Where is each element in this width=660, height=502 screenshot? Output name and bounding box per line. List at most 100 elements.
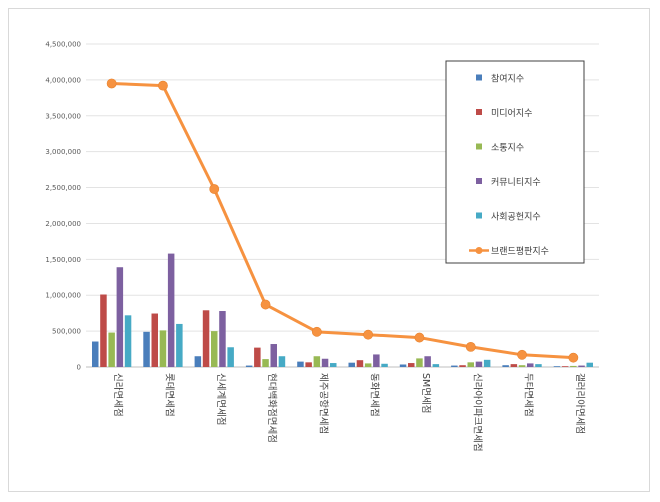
bar bbox=[561, 366, 569, 367]
bar bbox=[202, 310, 210, 367]
bar bbox=[432, 364, 440, 367]
line-point bbox=[311, 326, 322, 337]
line-point bbox=[568, 352, 579, 363]
line-point bbox=[465, 342, 476, 352]
bar bbox=[578, 365, 585, 367]
bar bbox=[227, 347, 234, 367]
x-category-label: 두타면세점 bbox=[523, 373, 535, 417]
chart-frame: 0 500,000 1,000,000 1,500,000 2,000,000 2,500… bbox=[8, 8, 650, 492]
x-axis-labels: 신라면세점 롯데면세점 신세계면세점 현대백화점면세점 제주공항면세점 동화면세점 SM면세… bbox=[112, 373, 586, 452]
bar bbox=[143, 331, 150, 367]
legend-label: 브랜드평판지수 bbox=[491, 246, 549, 257]
bar bbox=[100, 294, 107, 367]
legend-box bbox=[445, 60, 585, 264]
x-category-label: SM면세점 bbox=[420, 373, 432, 413]
bar bbox=[278, 356, 286, 367]
bar bbox=[219, 311, 226, 367]
bar bbox=[518, 365, 526, 367]
line-point bbox=[158, 80, 168, 91]
y-tick-label: 1,000,000 bbox=[45, 292, 81, 300]
bar bbox=[262, 359, 269, 367]
y-tick-label: 500,000 bbox=[52, 328, 81, 336]
y-tick-label: 3,500,000 bbox=[45, 112, 81, 120]
legend-label: 커뮤니티지수 bbox=[491, 177, 541, 188]
bar bbox=[356, 360, 364, 367]
bar bbox=[381, 363, 388, 367]
legend-label: 참여지수 bbox=[491, 73, 524, 85]
bar bbox=[194, 356, 202, 367]
bar bbox=[167, 253, 175, 367]
bar bbox=[502, 365, 509, 367]
x-category-label: 현대백화점면세점 bbox=[266, 373, 278, 443]
x-category-label: 신세계면세점 bbox=[215, 373, 227, 425]
y-axis-ticks: 0 500,000 1,000,000 1,500,000 2,000,000 2,500… bbox=[45, 41, 81, 372]
bar bbox=[586, 362, 593, 367]
bar bbox=[459, 365, 466, 367]
y-tick-label: 3,000,000 bbox=[45, 148, 81, 156]
bar bbox=[211, 331, 218, 367]
y-tick-label: 2,500,000 bbox=[45, 184, 81, 192]
bar bbox=[475, 361, 483, 367]
x-category-label: 제주공항면세점 bbox=[317, 373, 329, 434]
legend-swatch bbox=[476, 74, 482, 81]
bar bbox=[330, 363, 337, 367]
bar bbox=[151, 313, 158, 367]
bar bbox=[364, 363, 372, 367]
legend-swatch bbox=[476, 212, 482, 219]
bar bbox=[424, 356, 431, 367]
bar bbox=[570, 365, 577, 367]
bar bbox=[373, 354, 380, 367]
bar bbox=[408, 363, 415, 367]
bar bbox=[305, 362, 312, 367]
bar bbox=[313, 356, 321, 367]
bar bbox=[124, 315, 132, 367]
line-point bbox=[209, 184, 220, 194]
legend-label: 사회공헌지수 bbox=[491, 212, 541, 223]
bar bbox=[245, 365, 253, 367]
bar bbox=[116, 267, 124, 367]
bar bbox=[535, 364, 542, 367]
bar bbox=[527, 363, 534, 367]
bar bbox=[92, 341, 99, 367]
legend-label: 미디어지수 bbox=[491, 108, 532, 119]
bar bbox=[510, 364, 518, 367]
bar bbox=[451, 365, 458, 367]
bar bbox=[254, 347, 261, 367]
legend-swatch bbox=[476, 178, 482, 184]
line-point bbox=[414, 332, 425, 343]
y-tick-label: 0 bbox=[77, 364, 81, 372]
line-series bbox=[106, 78, 579, 363]
bar bbox=[159, 330, 167, 367]
legend-swatch bbox=[476, 109, 482, 115]
line-series-path bbox=[111, 81, 574, 360]
x-category-label: 신라아이파크면세점 bbox=[471, 373, 483, 452]
bar bbox=[553, 366, 561, 367]
bar bbox=[399, 364, 407, 367]
chart-svg: 0 500,000 1,000,000 1,500,000 2,000,000 2,500… bbox=[45, 41, 599, 452]
legend-swatch bbox=[476, 143, 482, 150]
bar bbox=[297, 361, 304, 367]
y-tick-label: 1,500,000 bbox=[45, 256, 81, 264]
bars bbox=[92, 253, 593, 367]
bar bbox=[348, 362, 355, 367]
bar bbox=[270, 344, 277, 367]
legend-marker bbox=[475, 247, 483, 254]
bar bbox=[483, 359, 491, 367]
bar bbox=[416, 358, 423, 367]
x-category-label: 롯데면세점 bbox=[163, 373, 175, 417]
y-tick-label: 4,000,000 bbox=[45, 76, 81, 84]
line-point bbox=[363, 329, 374, 340]
bar bbox=[467, 362, 474, 367]
line-point bbox=[260, 299, 271, 310]
x-category-label: 동화면세점 bbox=[369, 373, 381, 417]
line-point bbox=[517, 349, 527, 360]
y-tick-label: 4,500,000 bbox=[45, 41, 81, 49]
line-point bbox=[106, 78, 117, 89]
x-category-label: 갤러리아면세점 bbox=[574, 373, 586, 434]
legend-label: 소통지수 bbox=[491, 143, 524, 154]
bar bbox=[108, 332, 115, 367]
bar bbox=[176, 323, 183, 367]
x-category-label: 신라면세점 bbox=[112, 373, 124, 417]
y-tick-label: 2,000,000 bbox=[45, 220, 81, 228]
